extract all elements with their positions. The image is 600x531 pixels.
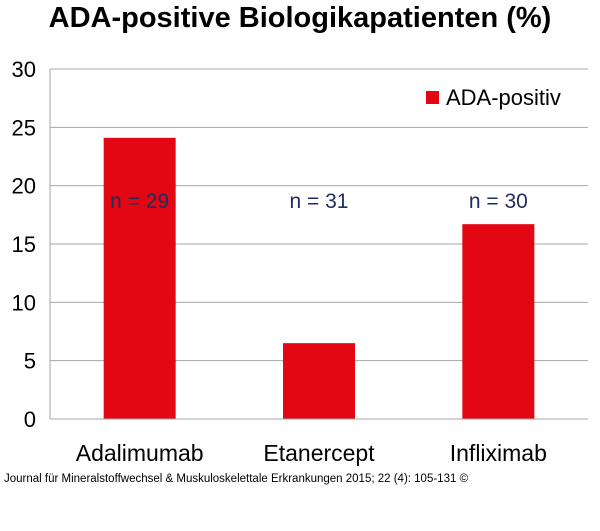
sample-size-label: n = 31: [290, 190, 349, 213]
y-tick-label: 0: [24, 407, 36, 432]
y-tick-label: 15: [12, 232, 36, 257]
y-tick-label: 25: [12, 115, 36, 140]
bar-infliximab: [462, 224, 535, 419]
legend: ADA-positiv: [426, 85, 561, 110]
source-citation: Journal für Mineralstoffwechsel & Muskul…: [4, 473, 469, 485]
x-axis: Adalimumab Etanercept Infliximab: [50, 418, 588, 466]
x-tick-label: Etanercept: [263, 440, 375, 466]
bar-etanercept: [283, 343, 355, 419]
x-tick-label: Adalimumab: [76, 440, 204, 466]
x-tick-label: Infliximab: [450, 440, 547, 466]
bars: [103, 137, 535, 420]
legend-label: ADA-positiv: [446, 85, 561, 110]
bar-adalimumab: [103, 137, 176, 420]
annotations: n = 29 n = 31 n = 30: [110, 190, 528, 213]
y-tick-label: 30: [12, 57, 36, 82]
y-axis: 0 5 10 15 20 25 30: [12, 57, 51, 432]
legend-swatch: [426, 91, 439, 104]
sample-size-label: n = 29: [110, 190, 169, 213]
y-tick-label: 20: [12, 174, 36, 199]
chart-title: ADA-positive Biologikapatienten (%): [48, 2, 552, 34]
y-tick-label: 10: [12, 290, 36, 315]
sample-size-label: n = 30: [469, 190, 528, 213]
y-tick-label: 5: [24, 349, 36, 374]
